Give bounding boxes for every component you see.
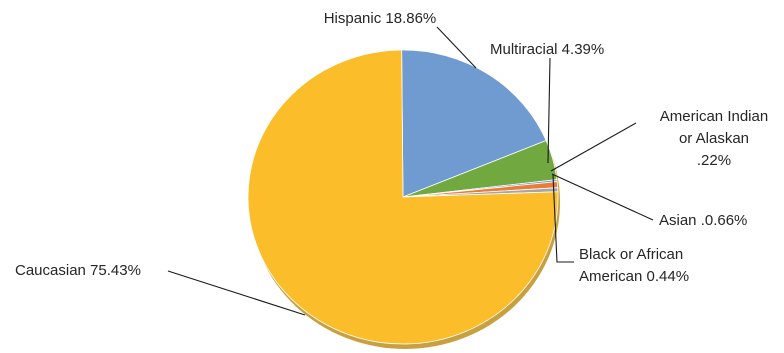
slice-label-line: American Indian — [660, 108, 768, 125]
slice-label-american-indian-or-alaskan: American Indian or Alaskan .22% — [660, 108, 768, 169]
leader-line-caucasian — [167, 270, 306, 316]
pie-slice-caucasian — [247, 49, 559, 345]
slice-label-asian: Asian .0.66% — [659, 212, 747, 229]
leader-line-multiracial — [547, 57, 551, 164]
slice-label-line: American 0.44% — [579, 268, 689, 285]
pie-slices — [247, 49, 560, 349]
slice-label-caucasian: Caucasian 75.43% — [15, 262, 141, 279]
slice-labels: Hispanic 18.86% Multiracial 4.39% American… — [15, 10, 768, 285]
slice-label-line: Asian .0.66% — [659, 212, 747, 229]
slice-label-hispanic: Hispanic 18.86% — [324, 10, 437, 27]
slice-label-line: Multiracial 4.39% — [490, 41, 604, 58]
leader-lines — [167, 26, 654, 316]
slice-label-line: Hispanic 18.86% — [324, 10, 437, 27]
leader-line-black-or-african-american — [552, 174, 574, 263]
slice-label-line: Black or African — [579, 246, 683, 263]
leader-line-hispanic — [436, 26, 477, 69]
leader-line-asian — [551, 173, 654, 221]
pie-slice-hispanic — [401, 49, 547, 198]
leader-line-american-indian-or-alaskan — [550, 122, 637, 172]
slice-label-black-or-african-american: Black or African American 0.44% — [579, 246, 689, 285]
slice-label-multiracial: Multiracial 4.39% — [490, 41, 604, 58]
slice-label-line: or Alaskan — [679, 130, 749, 147]
slice-label-line: .22% — [697, 152, 731, 169]
slice-label-line: Caucasian 75.43% — [15, 262, 141, 279]
